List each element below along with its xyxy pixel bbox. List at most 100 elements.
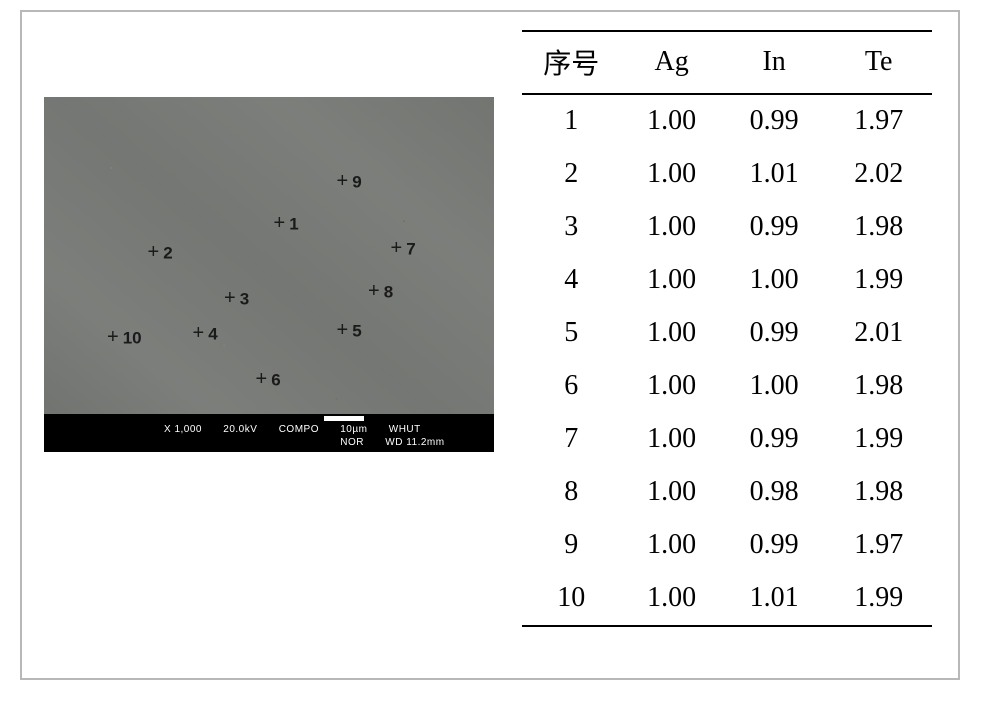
- sem-micrograph: X 1,000 20.0kV COMPO 10µm WHUT X 1,000 2…: [44, 97, 494, 452]
- sem-panel: X 1,000 20.0kV COMPO 10µm WHUT X 1,000 2…: [44, 97, 494, 477]
- cross-icon: +: [368, 281, 380, 301]
- sem-marker-1: +1: [274, 214, 299, 234]
- table-cell: 7: [522, 413, 620, 466]
- marker-label: 9: [352, 172, 361, 191]
- table-cell: 0.98: [723, 466, 826, 519]
- table-cell: 0.99: [723, 413, 826, 466]
- sem-signal: COMPO: [279, 424, 319, 435]
- figure-frame: X 1,000 20.0kV COMPO 10µm WHUT X 1,000 2…: [20, 10, 960, 680]
- composition-table: 序号 Ag In Te 11.000.991.9721.001.012.0231…: [522, 30, 932, 627]
- sem-marker-8: +8: [368, 282, 393, 302]
- sem-marker-6: +6: [256, 370, 281, 390]
- table-cell: 1.01: [723, 148, 826, 201]
- table-cell: 10: [522, 572, 620, 626]
- table-cell: 5: [522, 307, 620, 360]
- cross-icon: +: [107, 327, 119, 347]
- scale-bar: [324, 416, 364, 421]
- table-row: 51.000.992.01: [522, 307, 932, 360]
- table-cell: 1.98: [825, 201, 932, 254]
- marker-label: 10: [123, 328, 142, 347]
- marker-label: 7: [406, 240, 415, 259]
- table-row: 101.001.011.99: [522, 572, 932, 626]
- marker-label: 5: [352, 321, 361, 340]
- table-cell: 2.02: [825, 148, 932, 201]
- cross-icon: +: [224, 288, 236, 308]
- table-cell: 1.00: [723, 360, 826, 413]
- table-cell: 8: [522, 466, 620, 519]
- table-cell: 0.99: [723, 201, 826, 254]
- table-row: 21.001.012.02: [522, 148, 932, 201]
- table-cell: 1.00: [620, 148, 723, 201]
- table-row: 71.000.991.99: [522, 413, 932, 466]
- table-cell: 1: [522, 94, 620, 148]
- table-cell: 1.00: [723, 254, 826, 307]
- table-cell: 1.97: [825, 519, 932, 572]
- marker-label: 2: [163, 243, 172, 262]
- sem-marker-4: +4: [193, 324, 218, 344]
- marker-label: 1: [289, 215, 298, 234]
- table-cell: 1.98: [825, 360, 932, 413]
- table-cell: 1.99: [825, 572, 932, 626]
- sem-info-bar: X 1,000 20.0kV COMPO 10µm WHUT X 1,000 2…: [44, 414, 494, 452]
- table-cell: 2.01: [825, 307, 932, 360]
- cross-icon: +: [274, 213, 286, 233]
- cross-icon: +: [337, 320, 349, 340]
- table-row: 11.000.991.97: [522, 94, 932, 148]
- table-header-row: 序号 Ag In Te: [522, 31, 932, 94]
- table-cell: 1.00: [620, 254, 723, 307]
- table-cell: 9: [522, 519, 620, 572]
- table-cell: 0.99: [723, 307, 826, 360]
- table-cell: 2: [522, 148, 620, 201]
- sem-mag: X 1,000: [164, 424, 202, 435]
- table-cell: 1.99: [825, 413, 932, 466]
- sem-marker-5: +5: [337, 321, 362, 341]
- sem-marker-7: +7: [391, 239, 416, 259]
- sem-marker-10: +10: [107, 328, 142, 348]
- table-row: 41.001.001.99: [522, 254, 932, 307]
- table-cell: 1.98: [825, 466, 932, 519]
- sem-marker-9: +9: [337, 172, 362, 192]
- cross-icon: +: [337, 171, 349, 191]
- table-cell: 1.01: [723, 572, 826, 626]
- marker-label: 6: [271, 371, 280, 390]
- table-row: 31.000.991.98: [522, 201, 932, 254]
- table-cell: 1.00: [620, 94, 723, 148]
- table-body: 11.000.991.9721.001.012.0231.000.991.984…: [522, 94, 932, 626]
- table-row: 91.000.991.97: [522, 519, 932, 572]
- cross-icon: +: [391, 238, 403, 258]
- table-cell: 3: [522, 201, 620, 254]
- table-cell: 1.00: [620, 572, 723, 626]
- sem-marker-2: +2: [148, 243, 173, 263]
- col-in: In: [723, 31, 826, 94]
- sem-inst: WHUT: [389, 424, 421, 435]
- table-cell: 1.00: [620, 466, 723, 519]
- marker-label: 4: [208, 325, 217, 344]
- marker-label: 3: [240, 289, 249, 308]
- table-cell: 0.99: [723, 519, 826, 572]
- table-row: 61.001.001.98: [522, 360, 932, 413]
- table: 序号 Ag In Te 11.000.991.9721.001.012.0231…: [522, 30, 932, 627]
- sem-marker-3: +3: [224, 289, 249, 309]
- table-cell: 1.00: [620, 201, 723, 254]
- table-cell: 1.00: [620, 519, 723, 572]
- table-row: 81.000.981.98: [522, 466, 932, 519]
- table-cell: 1.97: [825, 94, 932, 148]
- table-cell: 0.99: [723, 94, 826, 148]
- sem-kv: 20.0kV: [223, 424, 257, 435]
- table-cell: 6: [522, 360, 620, 413]
- table-cell: 1.00: [620, 307, 723, 360]
- col-ag: Ag: [620, 31, 723, 94]
- marker-label: 8: [384, 282, 393, 301]
- figure-content: X 1,000 20.0kV COMPO 10µm WHUT X 1,000 2…: [22, 12, 958, 678]
- cross-icon: +: [256, 369, 268, 389]
- sem-wd: WD 11.2mm: [385, 437, 444, 448]
- table-cell: 1.00: [620, 413, 723, 466]
- table-cell: 1.99: [825, 254, 932, 307]
- sem-extra: NOR: [340, 437, 364, 448]
- cross-icon: +: [193, 323, 205, 343]
- col-index: 序号: [522, 31, 620, 94]
- col-te: Te: [825, 31, 932, 94]
- table-cell: 4: [522, 254, 620, 307]
- sem-scale-text: 10µm: [340, 424, 367, 435]
- table-cell: 1.00: [620, 360, 723, 413]
